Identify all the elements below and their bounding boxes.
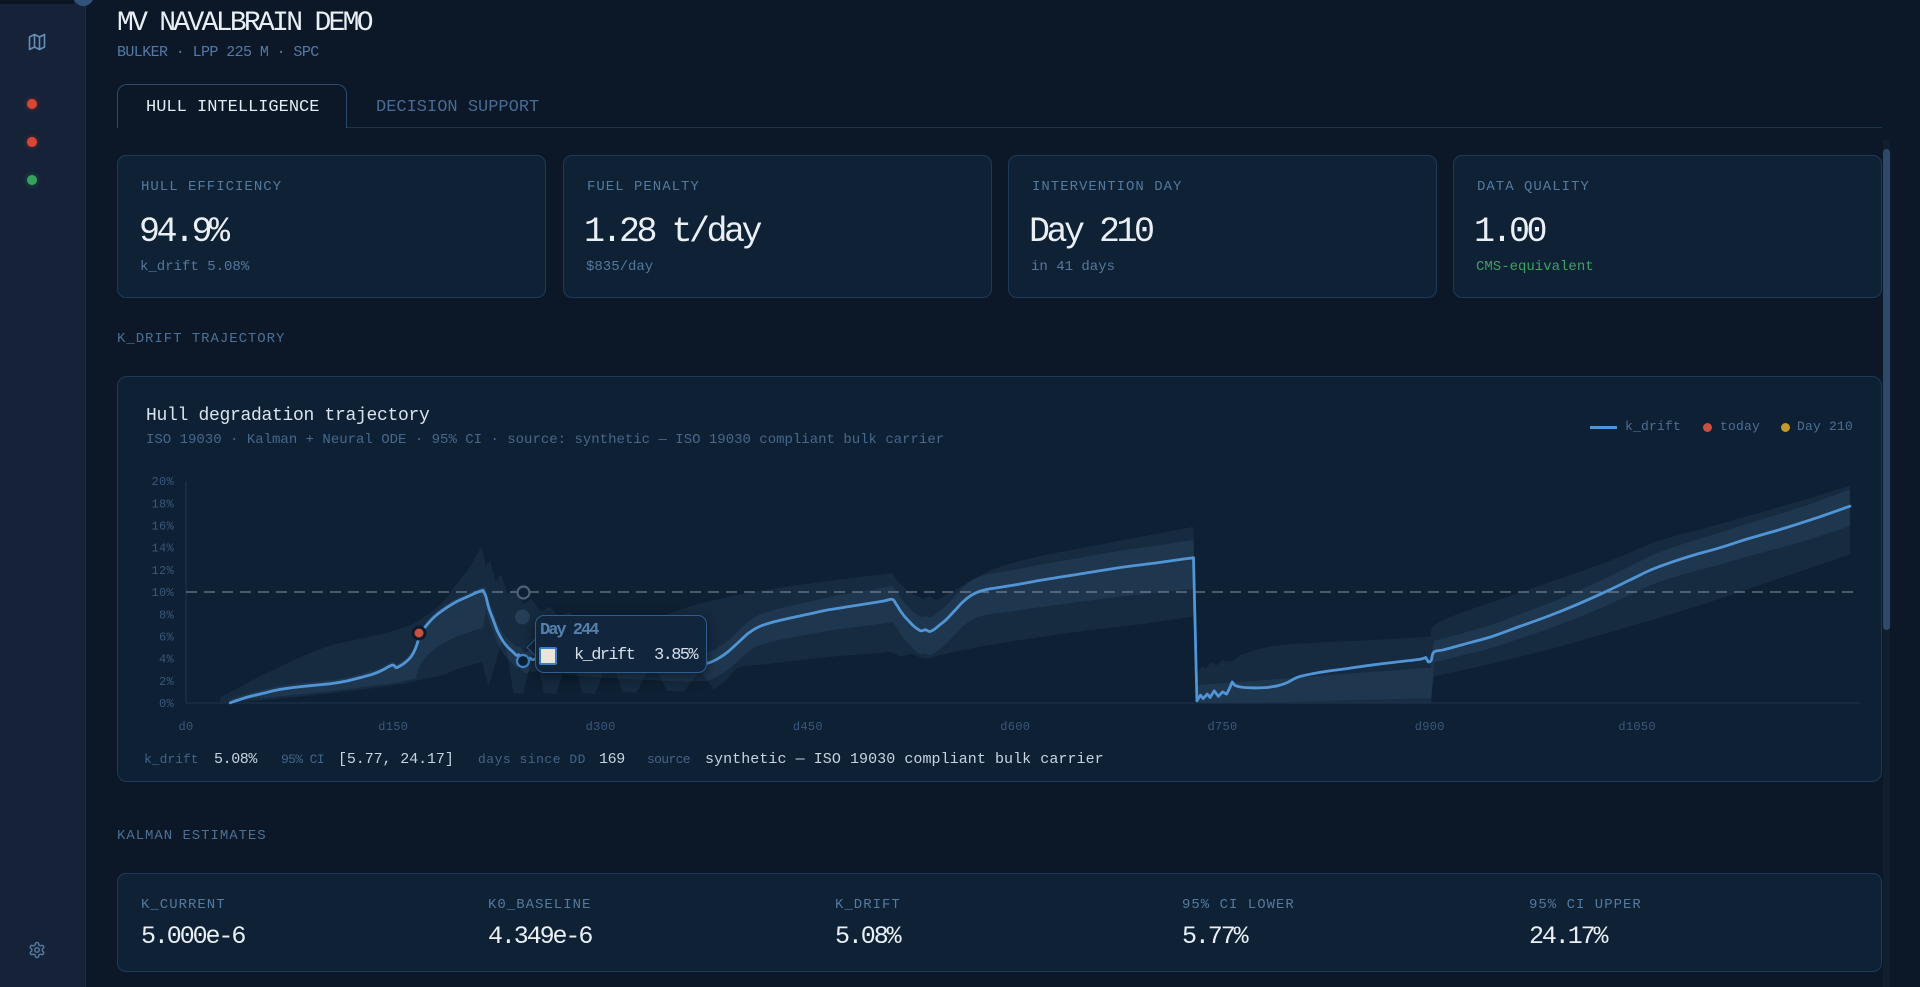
svg-text:d0: d0 bbox=[178, 720, 193, 734]
svg-text:12%: 12% bbox=[151, 564, 174, 578]
svg-text:0%: 0% bbox=[159, 697, 175, 711]
svg-text:8%: 8% bbox=[159, 608, 175, 622]
svg-text:6%: 6% bbox=[159, 631, 175, 645]
svg-text:d1050: d1050 bbox=[1618, 720, 1656, 734]
svg-text:16%: 16% bbox=[151, 520, 174, 534]
svg-text:d900: d900 bbox=[1415, 720, 1445, 734]
svg-text:10%: 10% bbox=[151, 586, 174, 600]
svg-text:d450: d450 bbox=[793, 720, 823, 734]
svg-text:d300: d300 bbox=[586, 720, 616, 734]
svg-text:4%: 4% bbox=[159, 653, 175, 667]
svg-text:d600: d600 bbox=[1000, 720, 1030, 734]
svg-text:d150: d150 bbox=[378, 720, 408, 734]
svg-text:20%: 20% bbox=[151, 475, 174, 489]
svg-text:2%: 2% bbox=[159, 675, 175, 689]
svg-text:14%: 14% bbox=[151, 542, 174, 556]
svg-text:d750: d750 bbox=[1207, 720, 1237, 734]
svg-text:18%: 18% bbox=[151, 497, 174, 511]
